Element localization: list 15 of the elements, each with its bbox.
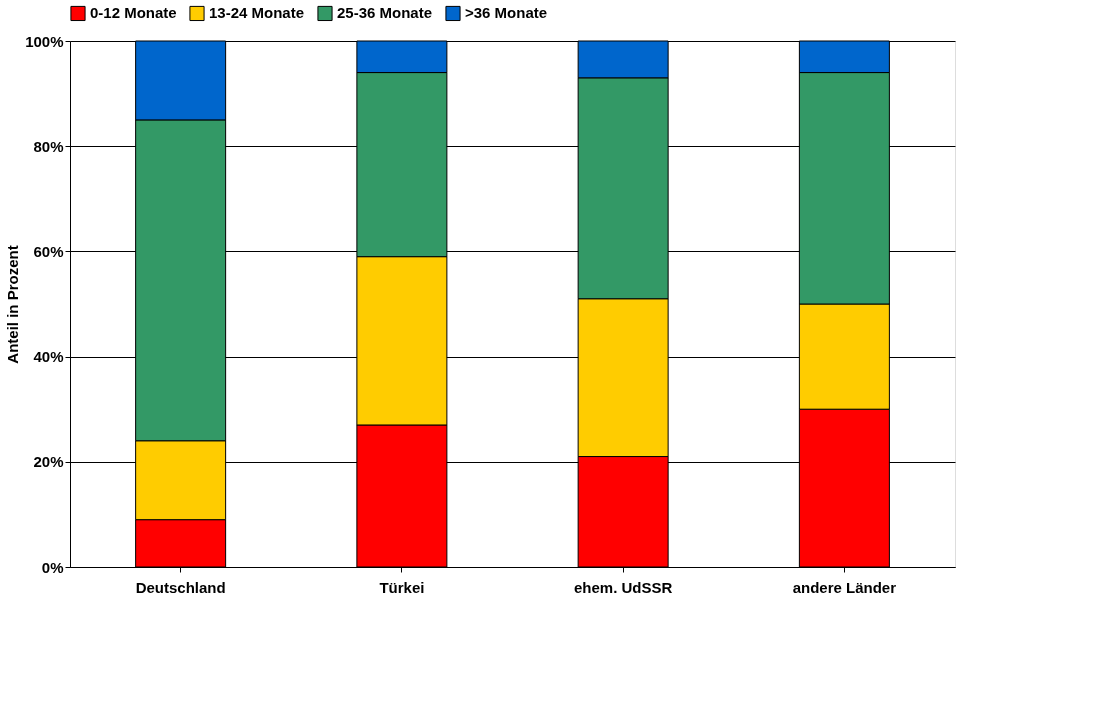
y-tick-label: 40% [33, 348, 64, 366]
y-tick-label: 80% [33, 137, 64, 155]
legend-label: >36 Monate [465, 4, 548, 22]
legend-label: 13-24 Monate [209, 4, 305, 22]
x-tick-label: Deutschland [135, 578, 226, 596]
y-tick-label: 100% [25, 32, 64, 50]
y-tick-label: 0% [41, 558, 64, 576]
x-tick-label: Türkei [379, 578, 425, 596]
legend-label: 0-12 Monate [90, 4, 177, 22]
y-axis-title: Anteil in Prozent [4, 245, 22, 364]
y-tick-label: 60% [33, 242, 64, 260]
y-tick-label: 20% [33, 453, 64, 471]
legend-label: 25-36 Monate [337, 4, 433, 22]
x-tick-label: andere Länder [792, 578, 897, 596]
x-tick-label: ehem. UdSSR [573, 578, 673, 596]
